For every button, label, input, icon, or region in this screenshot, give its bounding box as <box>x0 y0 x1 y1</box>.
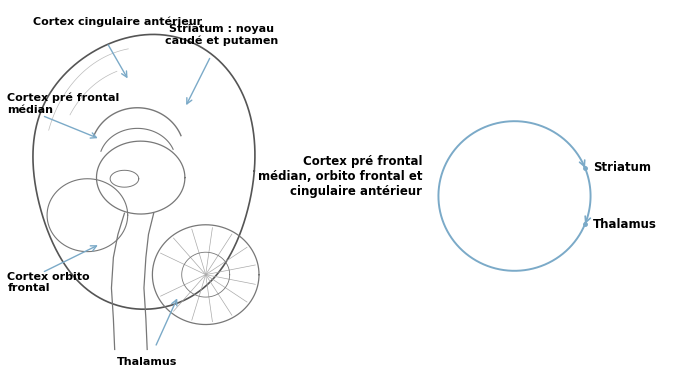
Text: Cortex pré frontal
médian, orbito frontal et
cingulaire antérieur: Cortex pré frontal médian, orbito fronta… <box>258 155 422 198</box>
Text: Thalamus: Thalamus <box>593 218 657 230</box>
Text: Thalamus: Thalamus <box>117 357 178 367</box>
Text: Cortex orbito
frontal: Cortex orbito frontal <box>7 272 90 293</box>
Text: Striatum : noyau
caudé et putamen: Striatum : noyau caudé et putamen <box>166 24 279 46</box>
Text: Striatum: Striatum <box>593 162 651 174</box>
Text: Cortex cingulaire antérieur: Cortex cingulaire antérieur <box>34 16 203 27</box>
Text: Cortex pré frontal
médian: Cortex pré frontal médian <box>7 93 120 115</box>
